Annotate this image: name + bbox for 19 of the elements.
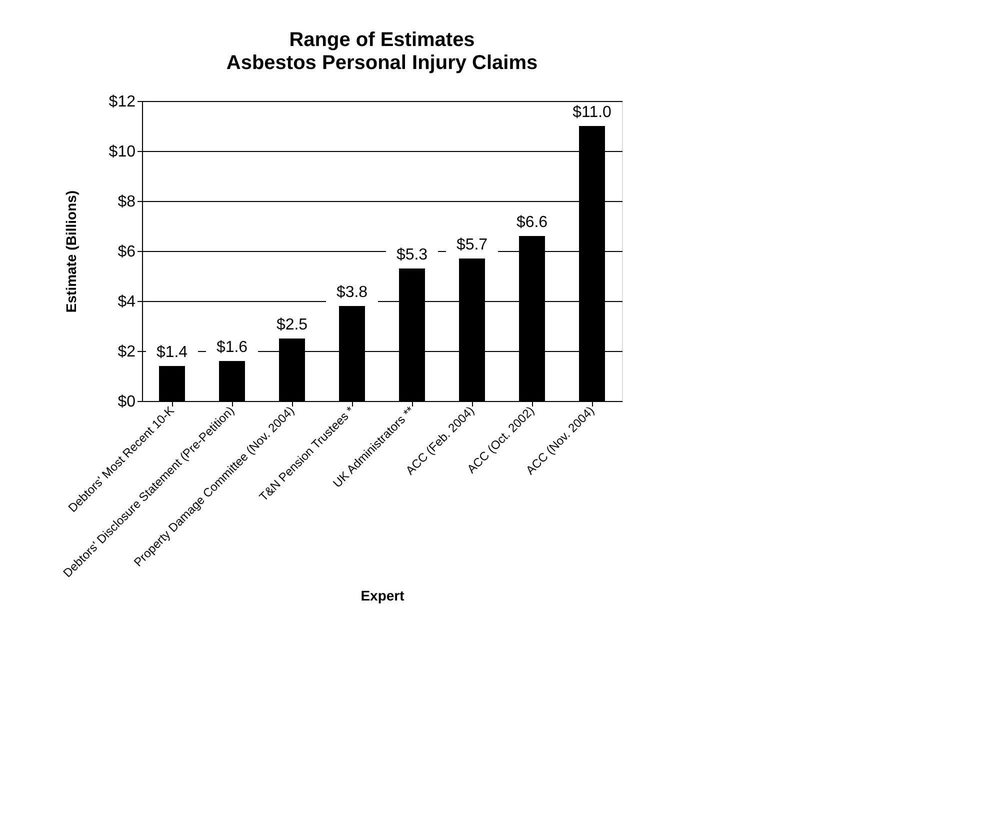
data-label: $5.7 <box>456 236 488 254</box>
y-tick-label: $10 <box>108 144 136 160</box>
data-label: $1.6 <box>216 339 248 356</box>
data-label: $1.4 <box>156 344 188 361</box>
data-label: $5.3 <box>396 246 428 264</box>
y-tick-label: $12 <box>108 94 136 110</box>
chart-title: Range of Estimates <box>289 29 475 51</box>
y-tick-label: $4 <box>118 294 136 310</box>
data-label: $11.0 <box>572 104 612 121</box>
y-axis-title: Estimate (Billions) <box>62 190 79 313</box>
y-tick-label: $8 <box>118 194 136 210</box>
data-label: $2.5 <box>276 316 308 334</box>
data-label: $6.6 <box>516 214 548 231</box>
chart-subtitle: Asbestos Personal Injury Claims <box>226 52 538 74</box>
y-tick-label: $0 <box>118 394 136 410</box>
y-tick-label: $2 <box>118 344 136 360</box>
x-axis-title: Expert <box>360 587 405 604</box>
y-tick-label: $6 <box>118 244 136 260</box>
data-label: $3.8 <box>336 284 368 301</box>
